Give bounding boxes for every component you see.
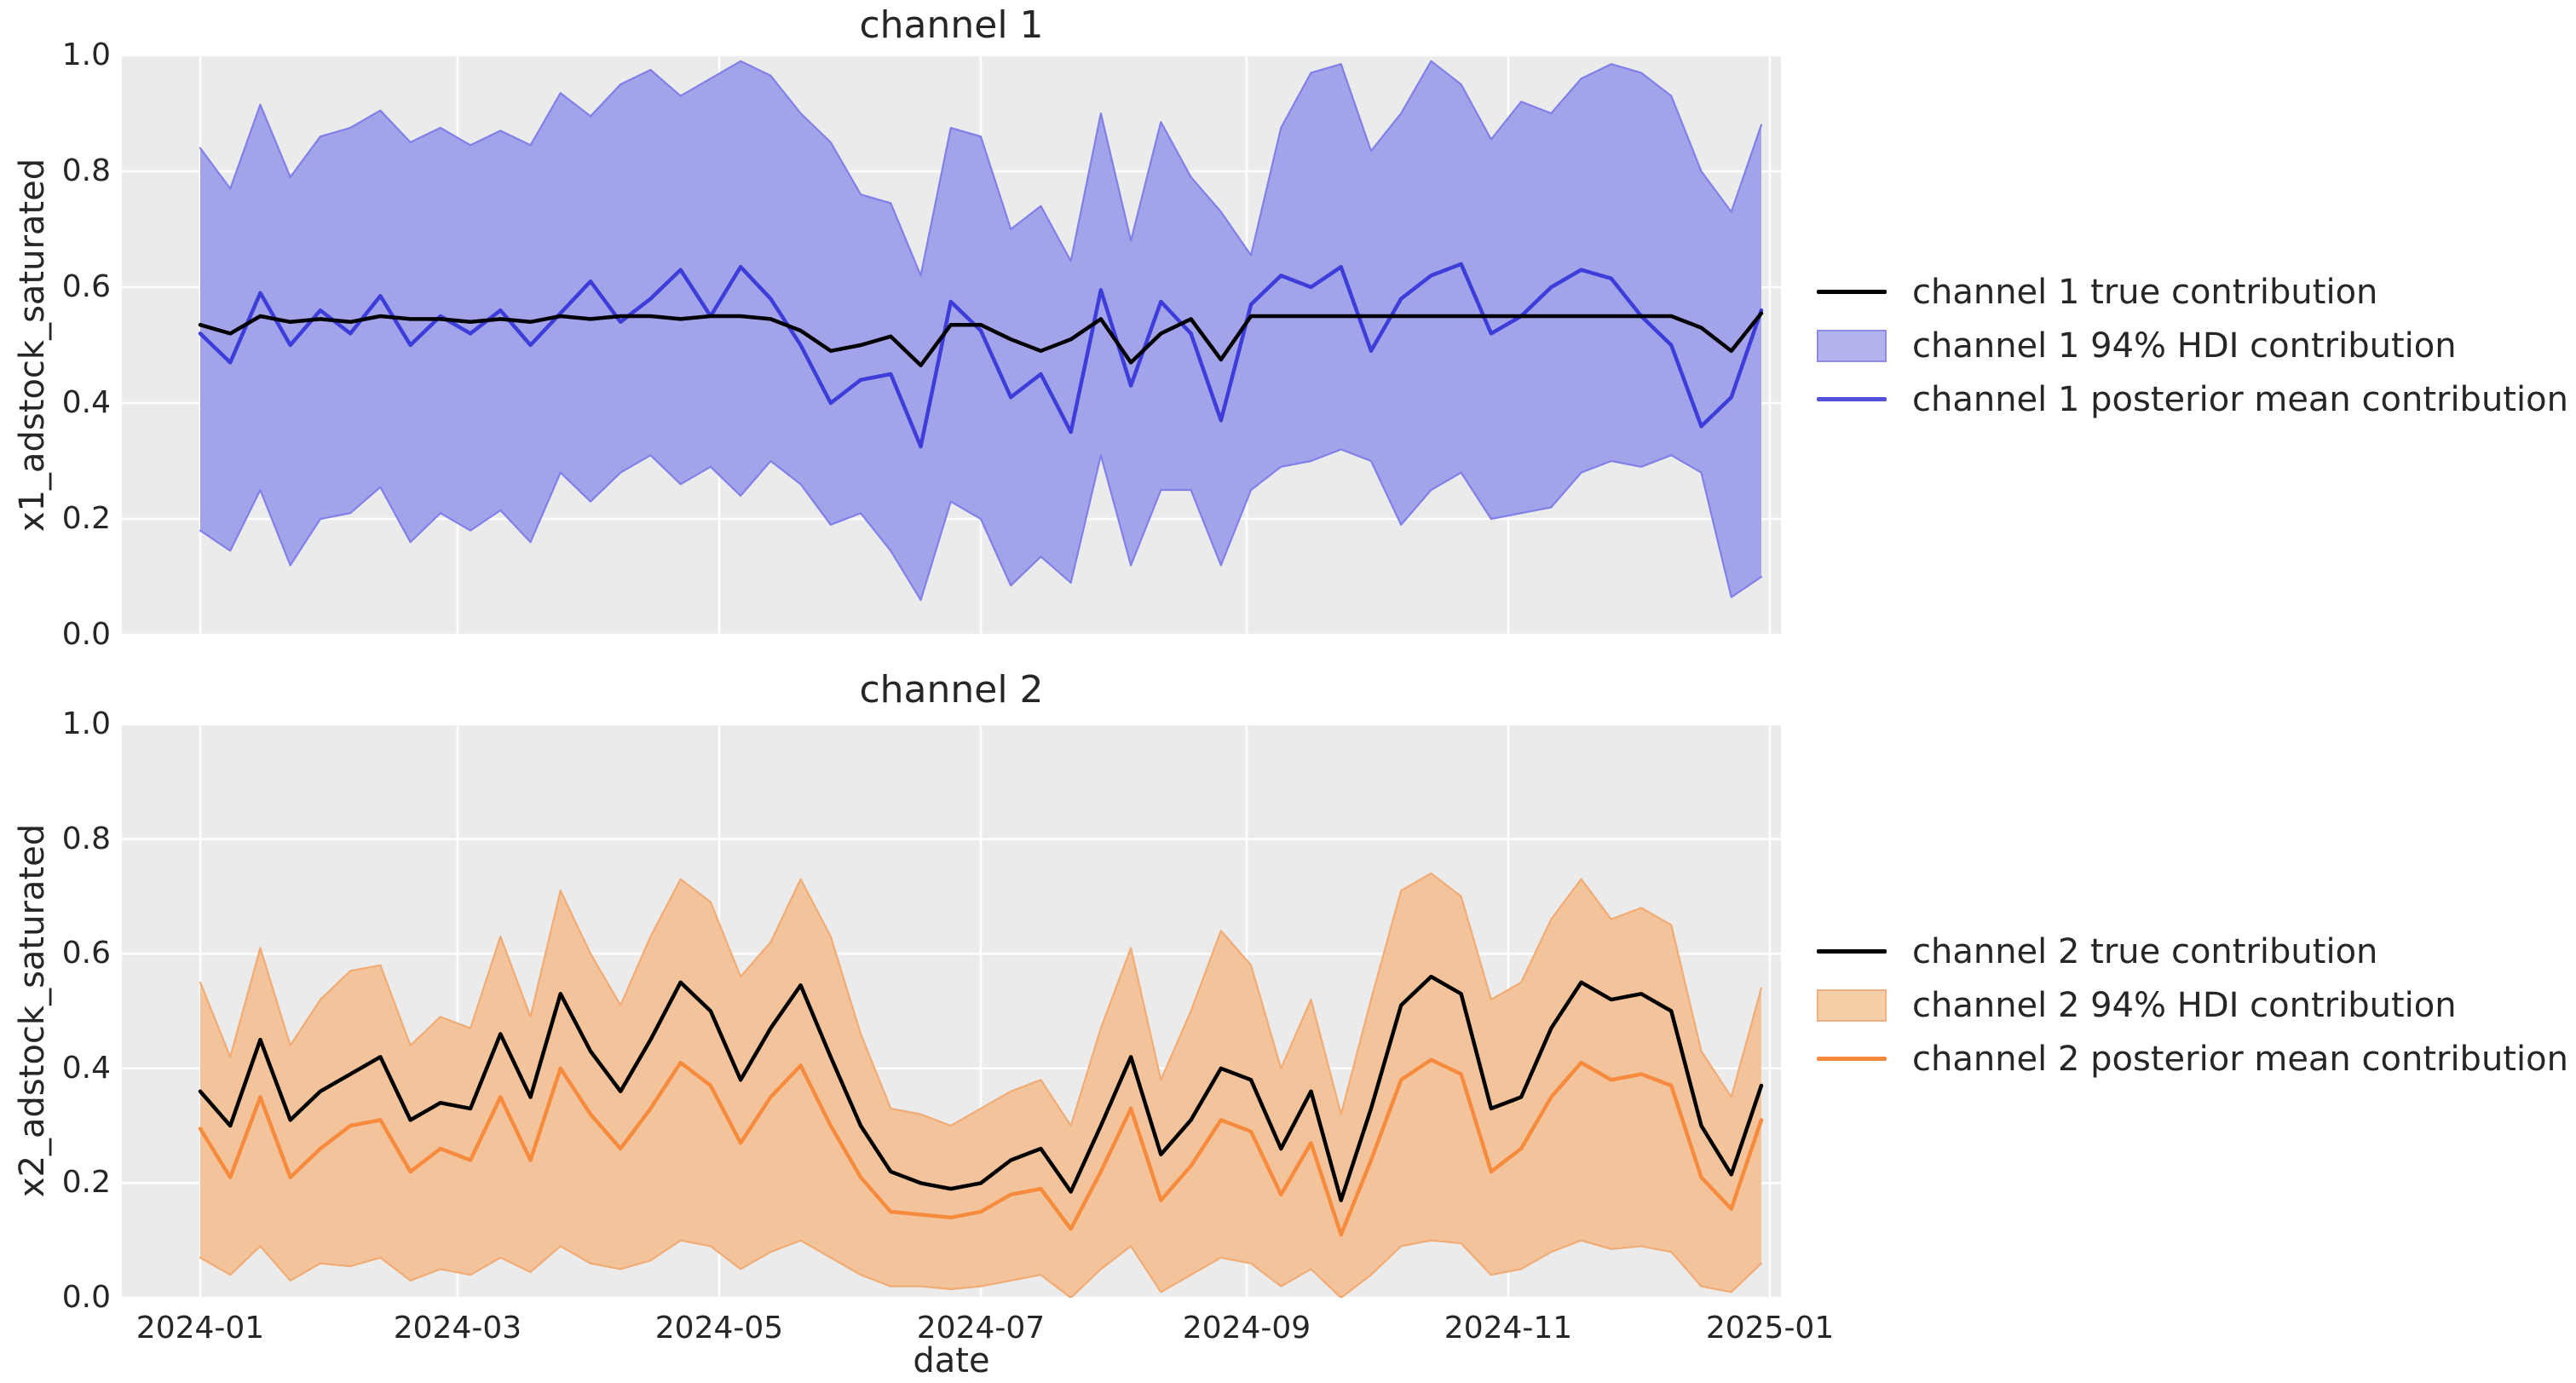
legend-label: channel 1 posterior mean contribution — [1912, 379, 2568, 419]
plot-area-channel-1 — [122, 55, 1781, 635]
hdi-band-lower-edge — [199, 448, 1763, 602]
y-tick-label: 0.6 — [61, 936, 111, 971]
x-tick-label: 2024-09 — [1182, 1311, 1311, 1346]
legend-item: channel 2 posterior mean contribution — [1817, 1032, 2568, 1086]
y-tick-label: 1.0 — [61, 706, 111, 741]
x-axis-label: date — [913, 1341, 990, 1380]
y-tick-label: 0.2 — [61, 501, 111, 536]
legend: channel 2 true contribution channel 2 94%… — [1817, 925, 2568, 1086]
y-tick-label: 0.4 — [61, 385, 111, 420]
legend-item: channel 1 true contribution — [1817, 265, 2568, 319]
legend-item: channel 1 posterior mean contribution — [1817, 372, 2568, 426]
plot-area-channel-2 — [122, 724, 1781, 1298]
x-tick-label: 2024-11 — [1444, 1311, 1573, 1346]
legend-item: channel 2 true contribution — [1817, 925, 2568, 978]
legend-line-swatch — [1817, 949, 1887, 954]
x-tick-label: 2025-01 — [1705, 1311, 1835, 1346]
chart-canvas — [122, 724, 1781, 1298]
y-tick-label: 0.2 — [61, 1165, 111, 1201]
legend-patch-swatch — [1817, 988, 1887, 1022]
y-tick-label: 0.6 — [61, 269, 111, 304]
legend-label: channel 1 true contribution — [1912, 272, 2378, 312]
legend-line-swatch — [1817, 290, 1887, 294]
legend-line-swatch — [1817, 397, 1887, 401]
y-tick-label: 1.0 — [61, 37, 111, 72]
legend-label: channel 1 94% HDI contribution — [1912, 326, 2457, 366]
legend-patch-swatch — [1817, 329, 1887, 362]
x-tick-label: 2024-07 — [916, 1311, 1046, 1346]
chart-title: channel 1 — [859, 3, 1044, 47]
hdi-band — [200, 873, 1761, 1298]
legend-label: channel 2 true contribution — [1912, 931, 2378, 971]
y-tick-label: 0.0 — [61, 1280, 111, 1315]
y-tick-label: 0.4 — [61, 1050, 111, 1086]
true-contribution-line — [198, 311, 1764, 368]
x-tick-label: 2024-03 — [393, 1311, 522, 1346]
hdi-band-upper-edge — [199, 872, 1763, 1127]
x-tick-label: 2024-05 — [654, 1311, 784, 1346]
x-tick-label: 2024-01 — [135, 1311, 265, 1346]
chart-canvas — [122, 55, 1781, 635]
posterior-mean-line — [198, 262, 1764, 449]
y-tick-label: 0.0 — [61, 617, 111, 652]
y-axis-label: x2_adstock_saturated — [13, 823, 52, 1198]
legend-item: channel 1 94% HDI contribution — [1817, 319, 2568, 372]
legend-item: channel 2 94% HDI contribution — [1817, 978, 2568, 1032]
true-contribution-line — [198, 974, 1764, 1202]
posterior-mean-line — [198, 1057, 1764, 1237]
hdi-band-lower-edge — [199, 1239, 1763, 1298]
legend-label: channel 2 posterior mean contribution — [1912, 1039, 2568, 1079]
legend-label: channel 2 94% HDI contribution — [1912, 985, 2457, 1025]
y-tick-label: 0.8 — [61, 153, 111, 188]
hdi-band-upper-edge — [199, 60, 1763, 277]
legend-line-swatch — [1817, 1057, 1887, 1061]
y-tick-label: 0.8 — [61, 821, 111, 856]
legend: channel 1 true contribution channel 1 94%… — [1817, 265, 2568, 426]
chart-title: channel 2 — [859, 668, 1044, 712]
y-axis-label: x1_adstock_saturated — [13, 158, 52, 533]
